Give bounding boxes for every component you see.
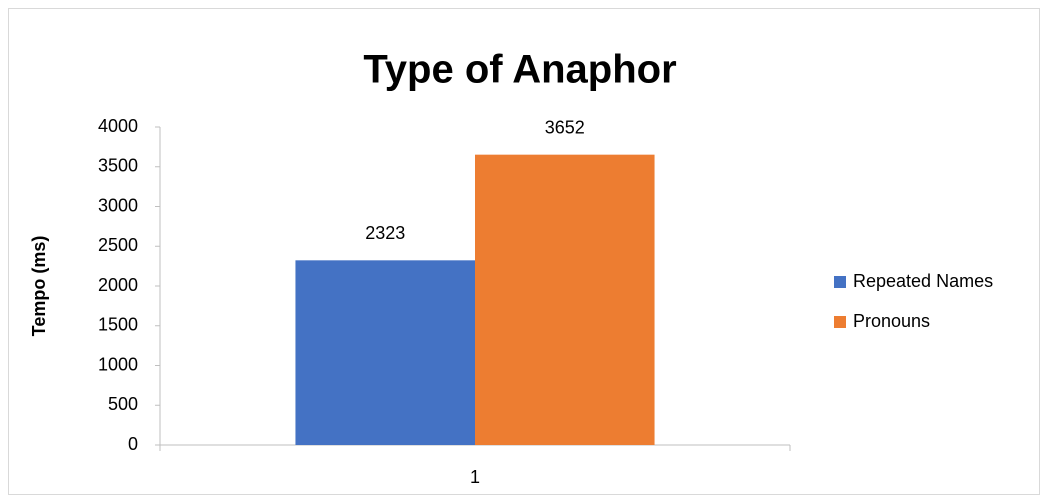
bar <box>475 154 655 445</box>
y-tick-label: 1000 <box>98 354 138 374</box>
legend-label: Repeated Names <box>853 271 993 291</box>
y-tick-label: 2500 <box>98 235 138 255</box>
data-label: 2323 <box>365 223 405 243</box>
y-tick-label: 4000 <box>98 116 138 136</box>
y-tick-label: 500 <box>108 394 138 414</box>
y-axis-title: Tempo (ms) <box>29 236 49 337</box>
data-label: 3652 <box>545 117 585 137</box>
y-tick-label: 1500 <box>98 315 138 335</box>
chart-title: Type of Anaphor <box>363 48 676 92</box>
legend-swatch <box>834 316 846 328</box>
y-tick-label: 3500 <box>98 156 138 176</box>
legend-label: Pronouns <box>853 311 930 331</box>
legend-swatch <box>834 276 846 288</box>
y-tick-label: 0 <box>128 434 138 454</box>
x-tick-label: 1 <box>470 467 480 487</box>
bar <box>295 260 475 445</box>
y-tick-label: 2000 <box>98 275 138 295</box>
y-tick-label: 3000 <box>98 195 138 215</box>
